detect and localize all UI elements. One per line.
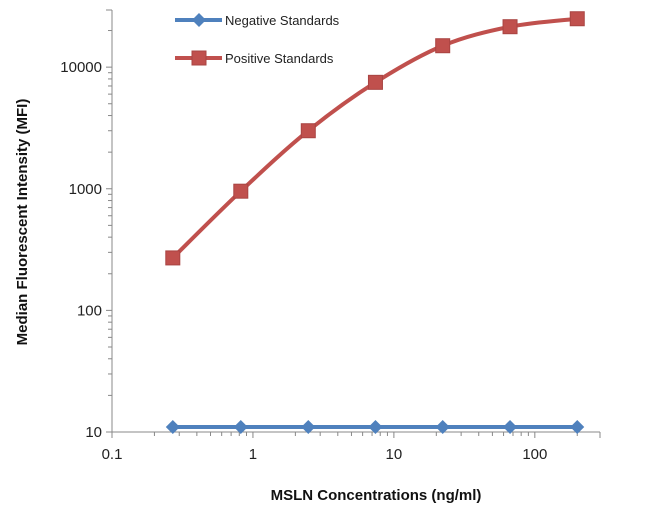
x-tick-label: 100 — [522, 446, 547, 463]
data-point-0 — [301, 419, 316, 434]
y-tick-label: 10 — [85, 424, 102, 441]
data-point-1 — [502, 19, 518, 35]
legend-marker-1 — [191, 50, 207, 66]
data-point-0 — [570, 419, 585, 434]
x-tick-label: 1 — [249, 446, 257, 463]
data-point-0 — [233, 419, 248, 434]
data-point-1 — [165, 250, 181, 266]
data-point-0 — [503, 419, 518, 434]
y-tick-label: 10000 — [60, 59, 102, 76]
data-point-0 — [368, 419, 383, 434]
legend-marker-0 — [192, 13, 206, 27]
data-point-1 — [300, 123, 316, 139]
data-point-1 — [569, 11, 585, 27]
x-axis-title: MSLN Concentrations (ng/ml) — [271, 487, 482, 504]
legend-label-0: Negative Standards — [225, 13, 340, 28]
y-axis-title: Median Fluorescent Intensity (MFI) — [14, 99, 31, 346]
y-tick-label: 100 — [77, 302, 102, 319]
data-point-0 — [165, 419, 180, 434]
x-tick-label: 10 — [386, 446, 403, 463]
data-point-0 — [435, 419, 450, 434]
data-point-1 — [435, 38, 451, 54]
data-point-1 — [367, 74, 383, 90]
x-tick-label: 0.1 — [102, 446, 123, 463]
legend-label-1: Positive Standards — [225, 51, 334, 66]
data-point-1 — [233, 183, 249, 199]
y-tick-label: 1000 — [69, 181, 102, 198]
